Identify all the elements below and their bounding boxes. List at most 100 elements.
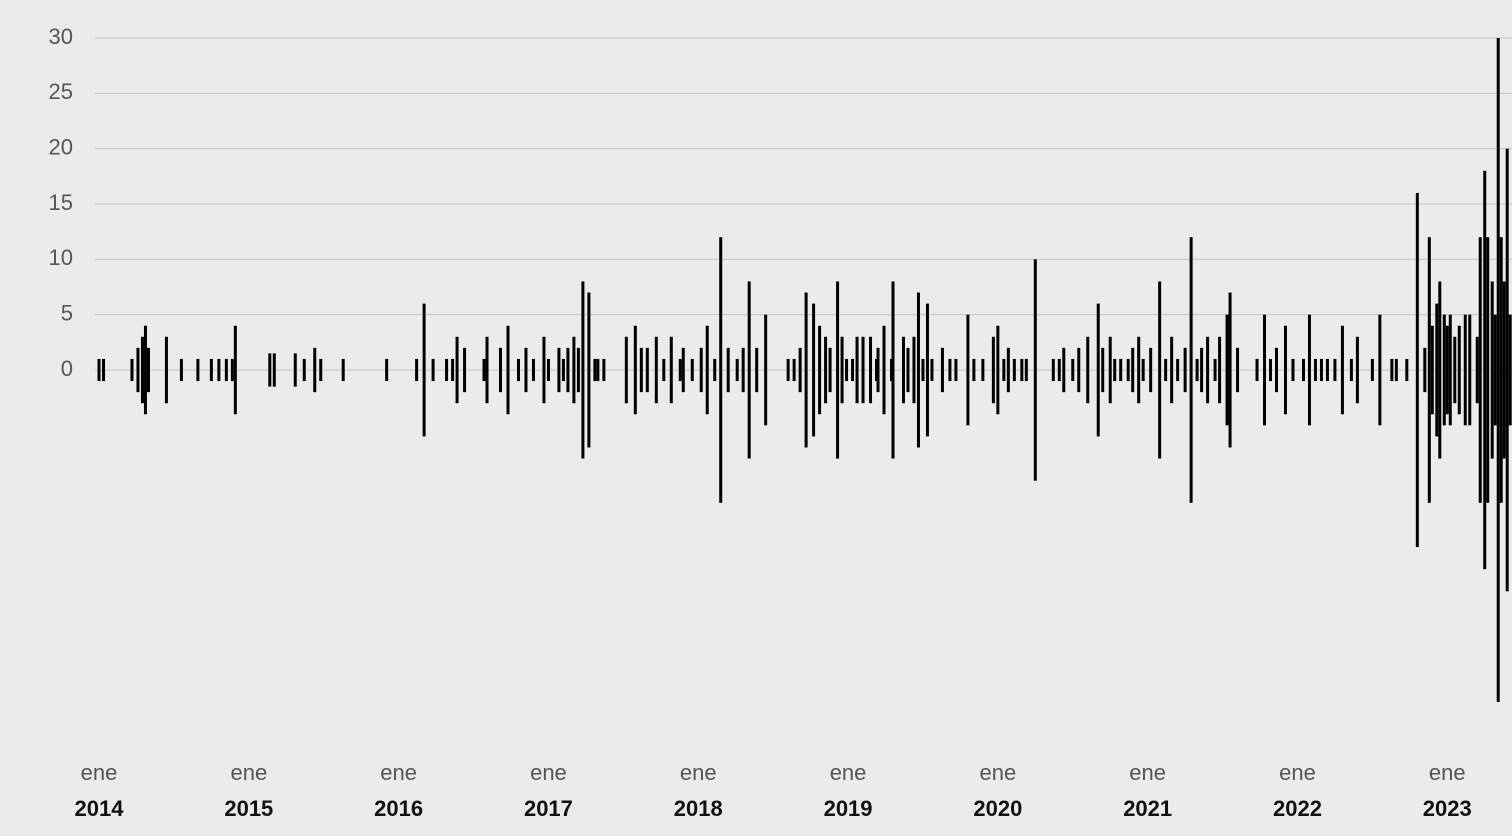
bar [506, 325, 510, 415]
y-tick-label: 0 [61, 356, 73, 381]
bar [726, 347, 730, 393]
bar [341, 358, 345, 382]
bar [557, 347, 561, 393]
bar [1086, 336, 1090, 404]
y-tick-label: 20 [49, 134, 73, 159]
bar [1200, 347, 1204, 393]
bar [1141, 358, 1145, 382]
bar [209, 358, 213, 382]
bar [1206, 336, 1210, 404]
bar [587, 292, 591, 448]
bar [940, 347, 944, 393]
bar [1499, 237, 1503, 503]
bar [1189, 237, 1193, 503]
bar [1394, 358, 1398, 382]
x-tick-sublabel: 2017 [524, 796, 573, 821]
bar [1478, 237, 1482, 503]
bar [1291, 358, 1295, 382]
bar [1427, 237, 1431, 503]
bar [1508, 314, 1512, 426]
bar [146, 347, 150, 393]
bar [302, 358, 306, 382]
x-tick-label: ene [980, 760, 1017, 785]
bar [196, 358, 200, 382]
bar [1263, 314, 1267, 426]
bar [272, 353, 276, 387]
bar [678, 358, 682, 382]
y-tick-label: 5 [61, 300, 73, 325]
bar [313, 347, 317, 393]
bar [930, 358, 934, 382]
x-tick-label: ene [830, 760, 867, 785]
bar [546, 358, 550, 382]
bar [869, 336, 873, 404]
bar [1340, 325, 1344, 415]
x-tick-label: ene [530, 760, 567, 785]
bar [954, 358, 958, 382]
bar [431, 358, 435, 382]
bar [669, 336, 673, 404]
bar [662, 358, 666, 382]
bar [602, 358, 606, 382]
bar [179, 358, 183, 382]
bar [293, 353, 297, 387]
bar [1319, 358, 1323, 382]
bar [1096, 303, 1100, 437]
bar [1176, 358, 1180, 382]
bar [840, 336, 844, 404]
x-tick-label: ene [1129, 760, 1166, 785]
bar [876, 347, 880, 393]
x-tick-label: ene [380, 760, 417, 785]
bar [1496, 38, 1500, 702]
bar [1275, 347, 1279, 393]
bar [891, 281, 895, 459]
bar [1126, 358, 1130, 382]
bar [1225, 314, 1229, 426]
bar [699, 347, 703, 393]
x-tick-sublabel: 2022 [1273, 796, 1322, 821]
bar [1486, 237, 1490, 503]
bar [572, 336, 576, 404]
bar [136, 347, 140, 393]
bar [542, 336, 546, 404]
bar [916, 292, 920, 448]
bar [1423, 347, 1427, 393]
bar [1457, 325, 1461, 415]
bar [1468, 314, 1472, 426]
bar [455, 336, 459, 404]
bar [1195, 358, 1199, 382]
bar [1033, 259, 1037, 481]
bar [463, 347, 467, 393]
bar [1228, 292, 1232, 448]
bar [705, 325, 709, 415]
bar [804, 292, 808, 448]
bar [921, 358, 925, 382]
bar [1119, 358, 1123, 382]
bar [1378, 314, 1382, 426]
x-tick-label: ene [81, 760, 118, 785]
bar [140, 336, 144, 404]
bar [824, 336, 828, 404]
bar [818, 325, 822, 415]
bar [747, 281, 751, 459]
y-tick-label: 10 [49, 245, 73, 270]
bar [792, 358, 796, 382]
bar [1108, 336, 1112, 404]
bar [645, 347, 649, 393]
x-tick-sublabel: 2021 [1123, 796, 1172, 821]
bar [1164, 358, 1168, 382]
bar [593, 358, 597, 382]
bar [851, 358, 855, 382]
bar [1445, 325, 1449, 415]
bar [633, 325, 637, 415]
bar [451, 358, 455, 382]
bar [654, 336, 658, 404]
bar [485, 336, 489, 404]
bar [972, 358, 976, 382]
bar [561, 358, 565, 382]
bar [713, 358, 717, 382]
bar [1183, 347, 1187, 393]
bar [385, 358, 389, 382]
bar [925, 303, 929, 437]
bar [445, 358, 449, 382]
